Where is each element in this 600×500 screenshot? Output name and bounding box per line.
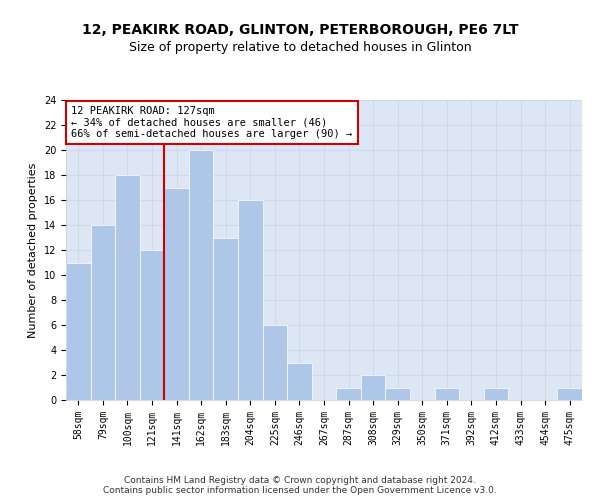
Text: Size of property relative to detached houses in Glinton: Size of property relative to detached ho… [128, 41, 472, 54]
Bar [484, 388, 508, 400]
Y-axis label: Number of detached properties: Number of detached properties [28, 162, 38, 338]
Bar [287, 362, 312, 400]
Bar [385, 388, 410, 400]
Bar [140, 250, 164, 400]
Bar [115, 175, 140, 400]
Bar [361, 375, 385, 400]
Bar [189, 150, 214, 400]
Bar [557, 388, 582, 400]
Bar [91, 225, 115, 400]
Text: 12 PEAKIRK ROAD: 127sqm
← 34% of detached houses are smaller (46)
66% of semi-de: 12 PEAKIRK ROAD: 127sqm ← 34% of detache… [71, 106, 352, 139]
Bar [164, 188, 189, 400]
Bar [66, 262, 91, 400]
Bar [336, 388, 361, 400]
Bar [434, 388, 459, 400]
Text: Contains HM Land Registry data © Crown copyright and database right 2024.
Contai: Contains HM Land Registry data © Crown c… [103, 476, 497, 495]
Text: 12, PEAKIRK ROAD, GLINTON, PETERBOROUGH, PE6 7LT: 12, PEAKIRK ROAD, GLINTON, PETERBOROUGH,… [82, 22, 518, 36]
Bar [238, 200, 263, 400]
Bar [263, 325, 287, 400]
Bar [214, 238, 238, 400]
